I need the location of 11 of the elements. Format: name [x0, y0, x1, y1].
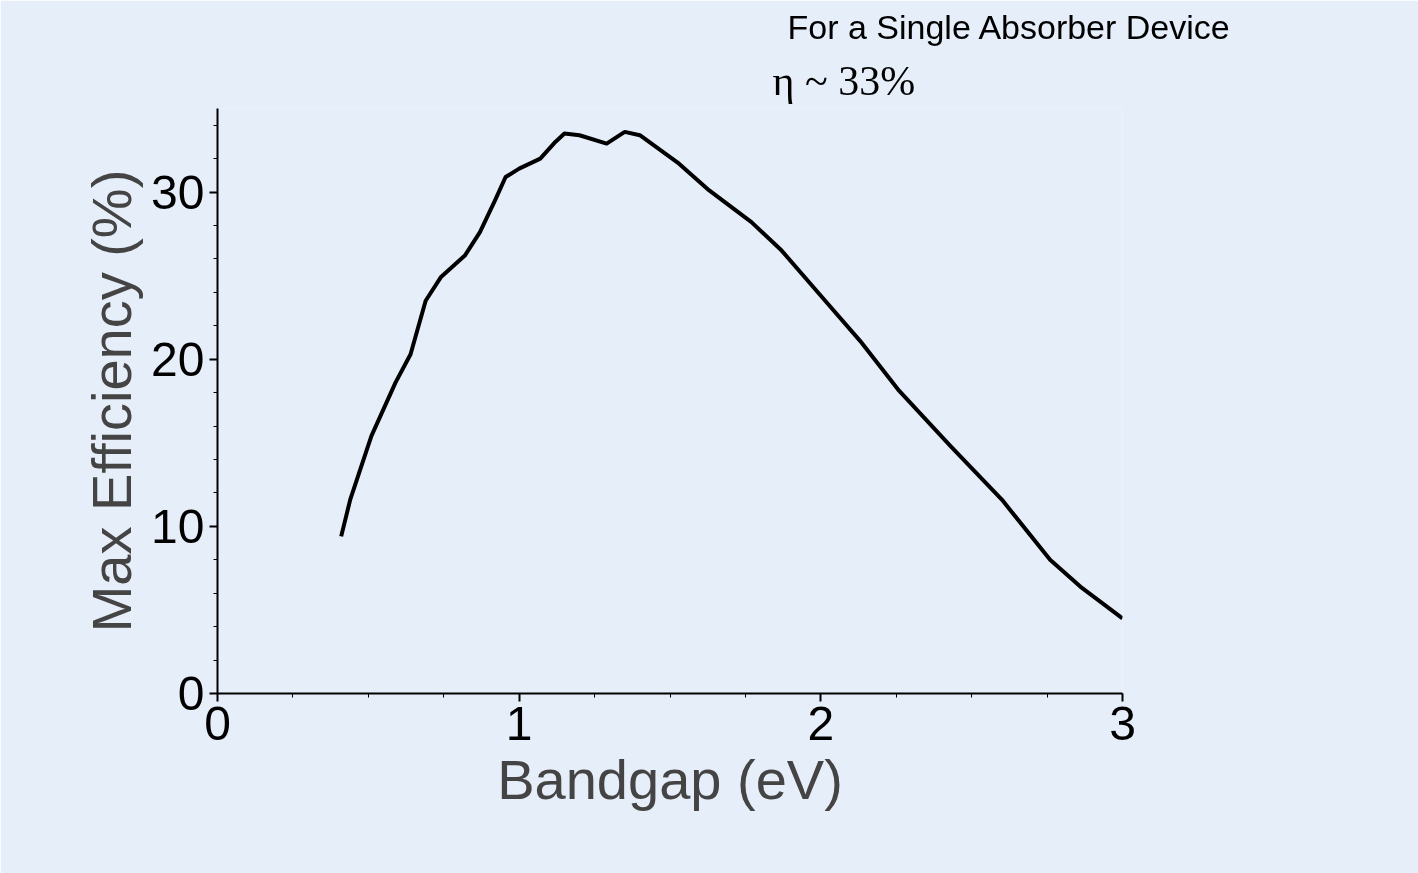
- text: For a Single Absorber Device: [787, 7, 1230, 46]
- line-series: [339, 129, 1123, 621]
- x-tick-label: 3: [1109, 696, 1136, 750]
- text: η ~ 33%: [772, 57, 916, 104]
- y-tick-label: 20: [151, 332, 205, 386]
- x-tick-label: 2: [807, 696, 835, 750]
- y-axis-title: Max Efficiency (%): [80, 169, 144, 633]
- x-tick-label: 1: [505, 696, 533, 750]
- x-axis-title: Bandgap (eV): [497, 747, 843, 811]
- y-tick-label: 30: [151, 165, 205, 219]
- y-tick-label: 10: [151, 499, 205, 553]
